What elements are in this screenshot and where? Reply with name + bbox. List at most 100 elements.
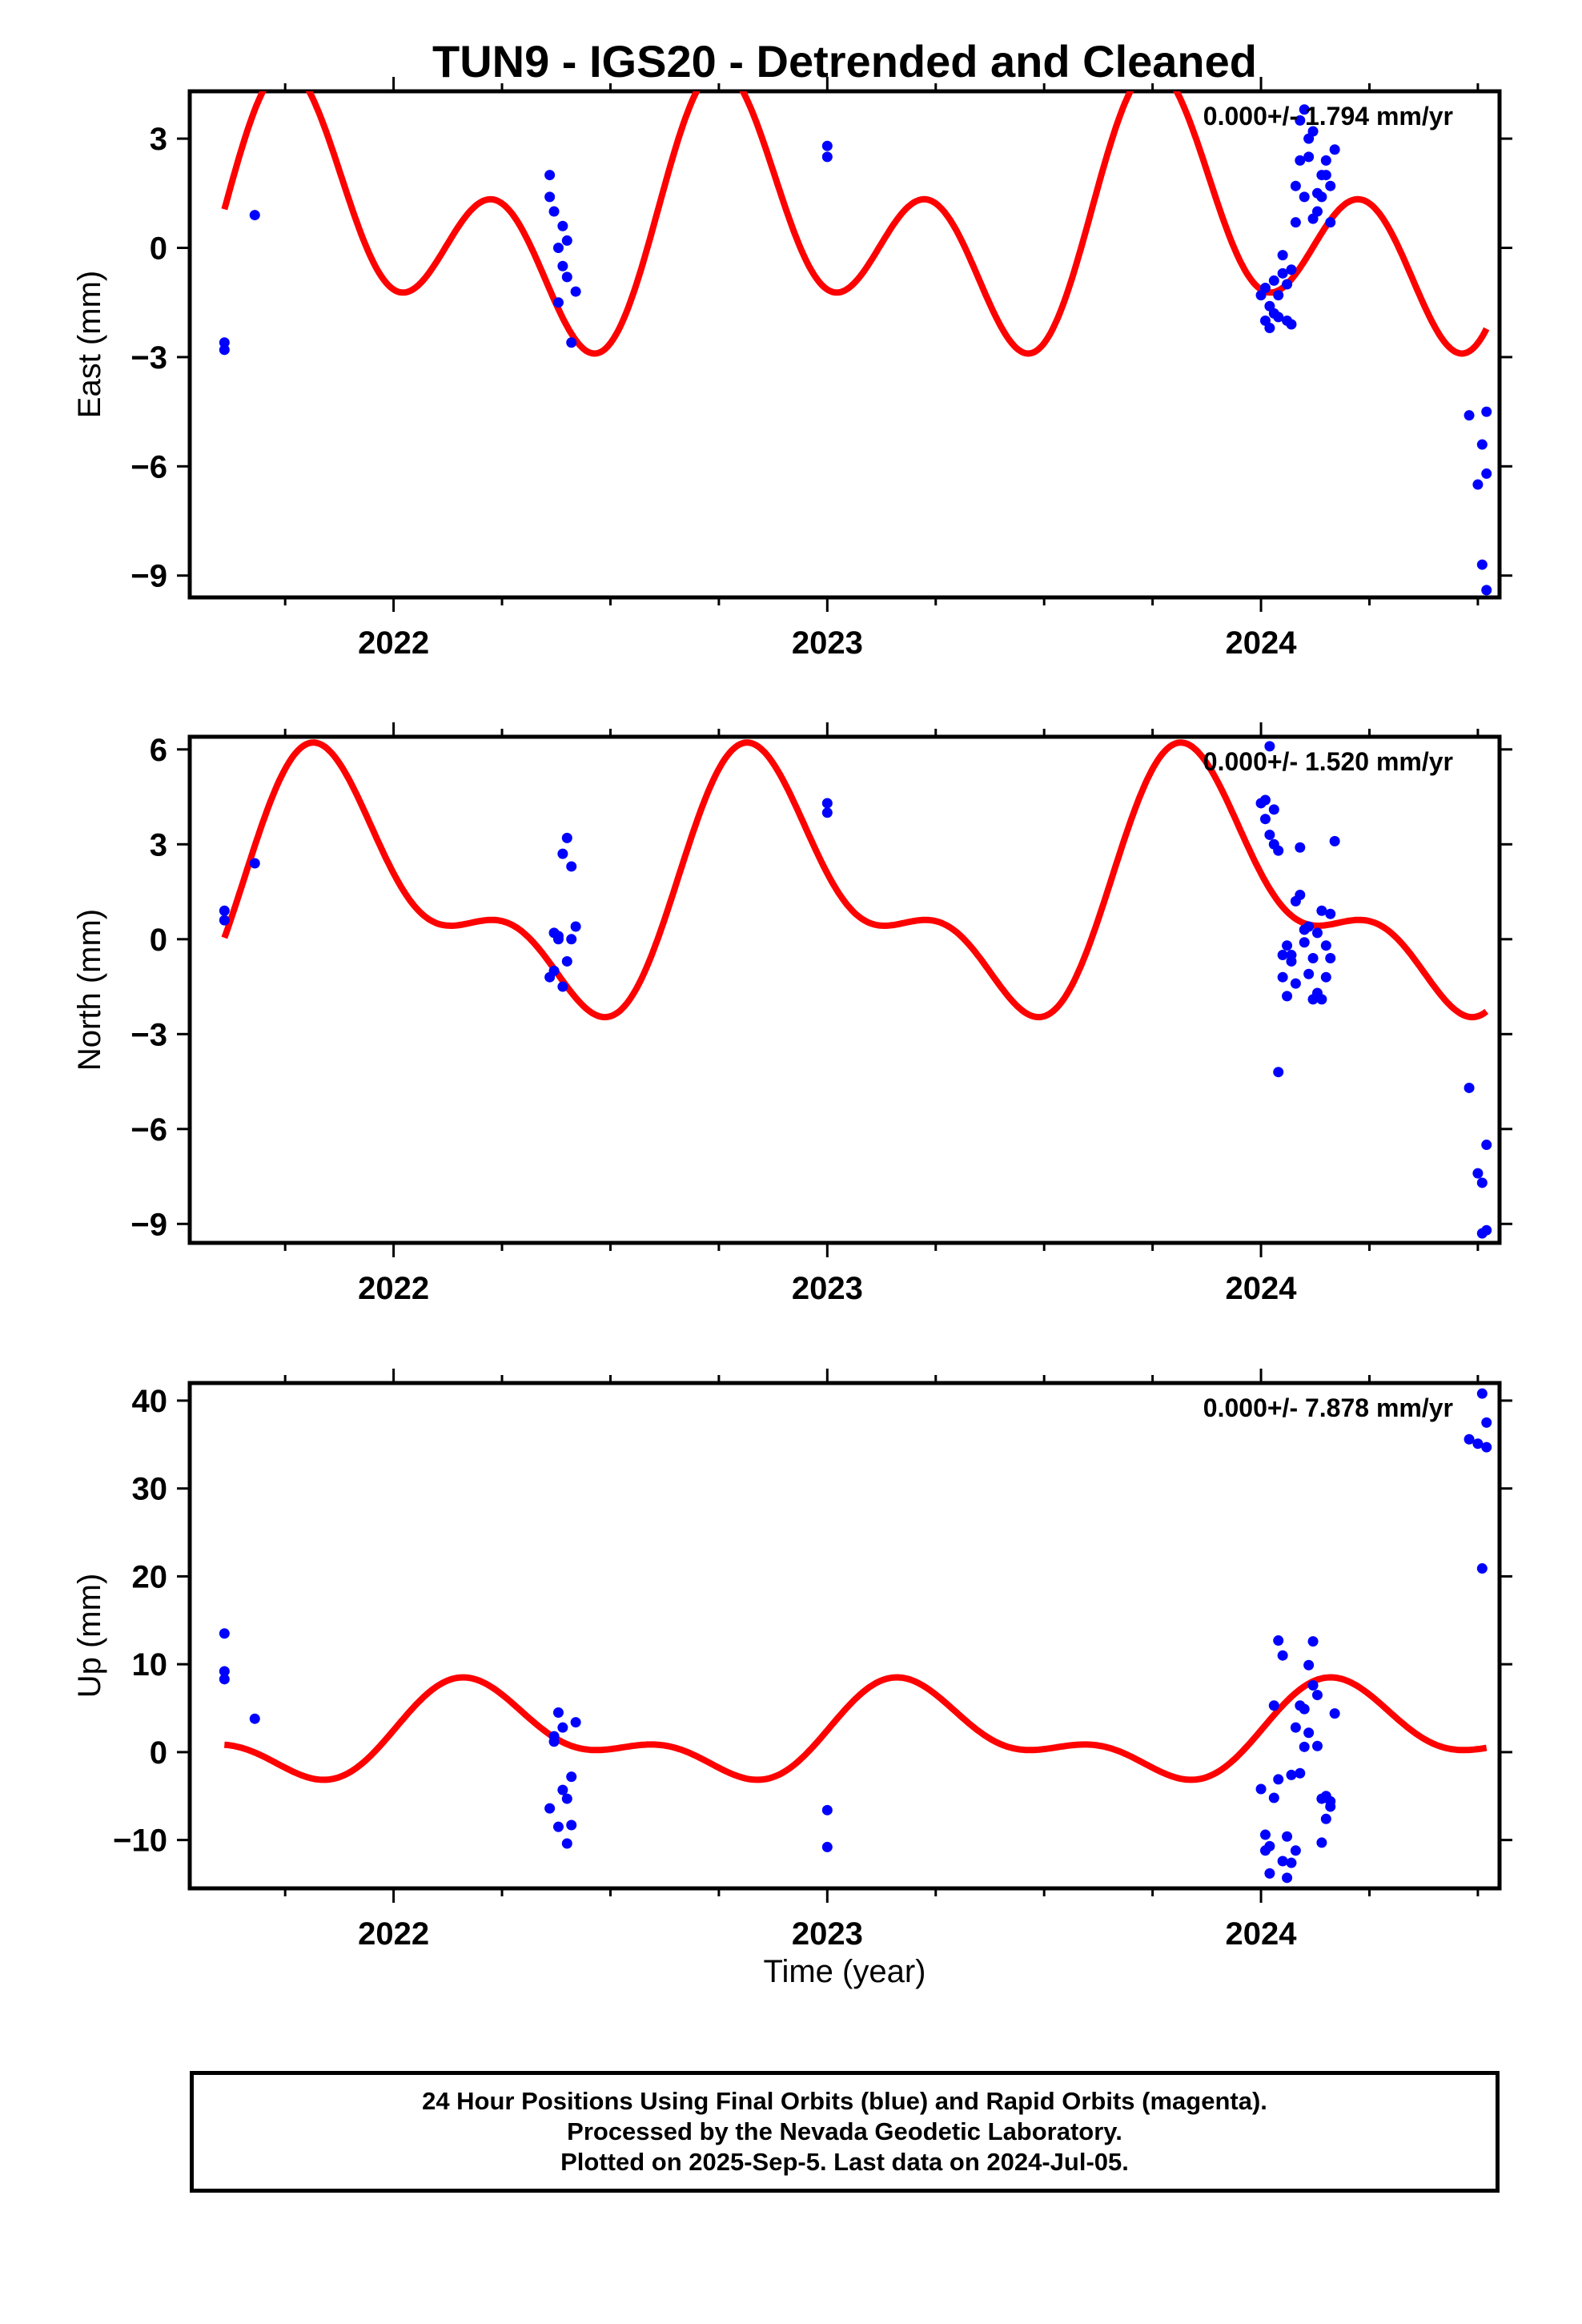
east-data-point <box>557 260 568 271</box>
up-data-point <box>1481 1441 1492 1453</box>
up-data-point <box>1277 1650 1288 1661</box>
north-data-point <box>1295 890 1306 900</box>
up-data-point <box>561 1793 572 1804</box>
up-data-point <box>1273 1774 1284 1785</box>
east-data-point <box>1277 267 1288 279</box>
east-data-point <box>1273 312 1284 323</box>
north-data-point <box>1307 953 1319 963</box>
east-y-tick-label: −3 <box>130 340 167 376</box>
east-data-point <box>1320 170 1331 181</box>
up-y-tick-label: −10 <box>113 1823 167 1859</box>
up-data-point <box>1290 1722 1301 1733</box>
north-data-point <box>821 807 833 818</box>
up-data-point <box>821 1804 833 1815</box>
up-data-point <box>1476 1563 1488 1574</box>
east-data-point <box>552 297 564 308</box>
up-data-point <box>1311 1740 1323 1751</box>
north-data-point <box>1320 971 1331 983</box>
up-y-tick-label: 20 <box>132 1559 168 1594</box>
up-data-point <box>249 1713 260 1724</box>
north-data-point <box>1316 905 1327 916</box>
north-data-point <box>1329 835 1340 846</box>
north-rate-annotation: 0.000+/- 1.520 mm/yr <box>1203 747 1453 776</box>
east-data-point <box>1295 155 1306 166</box>
north-data-point <box>557 981 568 992</box>
up-data-point <box>1325 1801 1336 1812</box>
panel-east: 2022 2023 2024 3 0 −3 −6 −9 East (mm) 0.000+/- 1.… <box>72 77 1512 661</box>
north-data-point <box>561 832 572 843</box>
east-data-point <box>1316 191 1327 203</box>
up-data-point <box>1472 1438 1484 1449</box>
north-data-point <box>1295 842 1306 853</box>
north-data-point <box>1325 953 1336 963</box>
east-data-point <box>1307 126 1319 137</box>
north-data-point <box>561 955 572 967</box>
north-data-point <box>219 915 230 926</box>
up-data-point <box>219 1674 230 1685</box>
north-data-point <box>1303 921 1315 932</box>
east-data-point <box>1329 144 1340 155</box>
up-data-point <box>557 1722 568 1733</box>
north-data-point <box>1325 908 1336 919</box>
east-data-point <box>821 151 833 163</box>
east-data-point <box>561 235 572 246</box>
east-y-axis-label: East (mm) <box>72 271 107 418</box>
up-data-point <box>821 1841 833 1852</box>
east-data-point <box>1286 264 1297 275</box>
up-x-tick-label: 2022 <box>358 1916 429 1952</box>
up-data-point <box>548 1736 560 1747</box>
east-data-point <box>219 344 230 356</box>
east-data-point <box>821 140 833 151</box>
east-data-point <box>1299 191 1310 203</box>
north-data-point <box>552 934 564 945</box>
up-data-point <box>219 1666 230 1677</box>
up-data-point <box>1307 1680 1319 1691</box>
north-data-point <box>1299 937 1310 948</box>
north-data-point <box>570 921 581 932</box>
up-data-point <box>1476 1388 1488 1399</box>
up-data-point <box>570 1717 581 1728</box>
north-y-tick-label: 3 <box>150 827 167 862</box>
east-data-point <box>1476 559 1488 570</box>
east-data-point <box>219 337 230 348</box>
east-x-tick-label: 2022 <box>358 625 429 661</box>
up-data-point <box>1264 1840 1275 1852</box>
up-y-axis-label: Up (mm) <box>72 1574 107 1699</box>
east-data-point <box>1259 283 1271 294</box>
north-data-point <box>1268 804 1279 815</box>
north-y-tick-label: −6 <box>130 1112 167 1148</box>
up-data-point <box>552 1821 564 1832</box>
east-data-point <box>1311 206 1323 217</box>
panel-up: 2022 2023 2024 40 30 20 10 0 −10 Up (mm) 0.000+/- … <box>72 1369 1512 1952</box>
east-data-point <box>1268 275 1279 286</box>
north-data-point <box>219 905 230 916</box>
east-data-point <box>548 206 560 217</box>
footer-line-1: 24 Hour Positions Using Final Orbits (bl… <box>422 2087 1267 2115</box>
north-data-point <box>1273 845 1284 856</box>
up-data-point <box>1259 1829 1271 1840</box>
north-x-tick-label: 2024 <box>1226 1271 1298 1306</box>
east-data-point <box>1277 250 1288 261</box>
east-y-tick-label: 0 <box>150 231 167 267</box>
north-y-axis-label: North (mm) <box>72 909 107 1071</box>
up-data-point <box>1286 1857 1297 1868</box>
east-y-tick-label: −6 <box>130 449 167 485</box>
up-data-point <box>1255 1783 1267 1795</box>
up-data-point <box>1320 1813 1331 1824</box>
north-data-point <box>548 965 560 976</box>
north-data-point <box>1277 971 1288 983</box>
up-data-point <box>557 1784 568 1795</box>
north-data-point <box>1259 794 1271 806</box>
up-data-point <box>1329 1708 1340 1719</box>
north-data-point <box>1476 1177 1488 1188</box>
east-data-point <box>1320 155 1331 166</box>
north-x-tick-label: 2022 <box>358 1271 429 1306</box>
up-x-tick-label: 2024 <box>1226 1916 1298 1952</box>
east-data-point <box>1464 410 1475 421</box>
up-data-point <box>566 1771 577 1783</box>
up-data-point <box>1316 1837 1327 1848</box>
east-y-tick-label: 3 <box>150 122 167 157</box>
north-data-point <box>1316 994 1327 1005</box>
east-data-point <box>1295 115 1306 126</box>
